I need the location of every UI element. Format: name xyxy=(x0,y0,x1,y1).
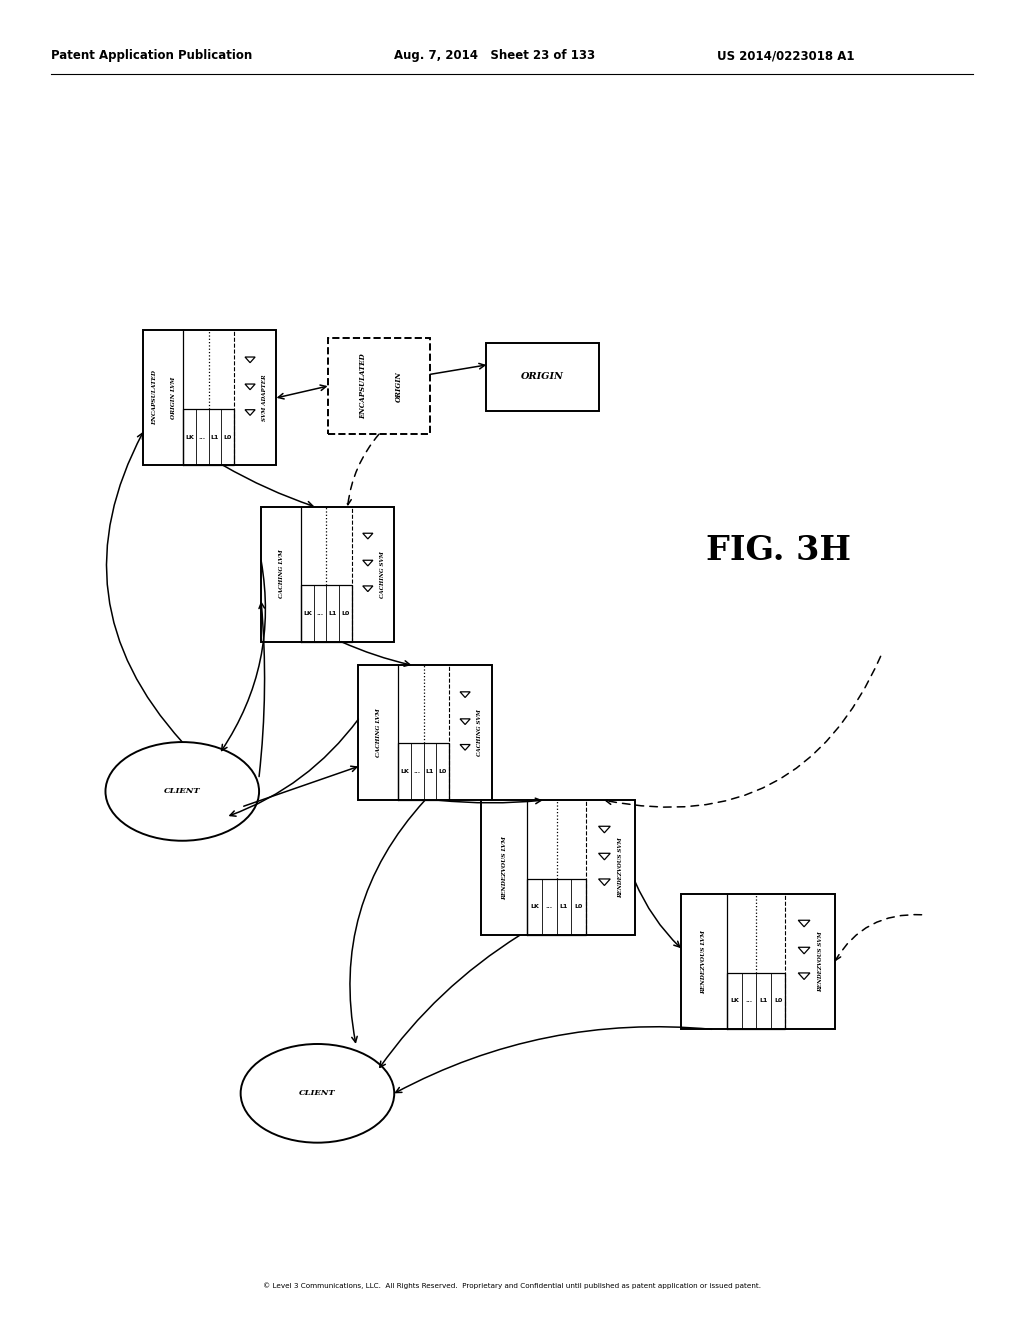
Text: RENDEZVOUS LVM: RENDEZVOUS LVM xyxy=(502,836,507,900)
Text: CACHING SVM: CACHING SVM xyxy=(380,550,385,598)
Text: ORIGIN: ORIGIN xyxy=(395,371,403,401)
Text: RENDEZVOUS SVM: RENDEZVOUS SVM xyxy=(618,837,624,898)
Bar xyxy=(358,665,492,800)
Text: LK: LK xyxy=(185,434,195,440)
Text: ...: ... xyxy=(199,434,206,440)
Text: ...: ... xyxy=(745,998,753,1003)
Text: LK: LK xyxy=(530,904,539,909)
Text: L1: L1 xyxy=(329,611,337,615)
Text: ENCAPSULATED: ENCAPSULATED xyxy=(152,371,157,425)
Text: L0: L0 xyxy=(574,904,583,909)
Text: US 2014/0223018 A1: US 2014/0223018 A1 xyxy=(717,49,854,62)
Text: L1: L1 xyxy=(760,998,768,1003)
Text: L0: L0 xyxy=(438,770,446,775)
Bar xyxy=(486,343,599,411)
Text: L0: L0 xyxy=(341,611,349,615)
Text: CLIENT: CLIENT xyxy=(299,1089,336,1097)
Bar xyxy=(328,338,430,434)
Text: RENDEZVOUS SVM: RENDEZVOUS SVM xyxy=(818,932,823,993)
Text: CACHING SVM: CACHING SVM xyxy=(477,709,482,756)
Text: CACHING LVM: CACHING LVM xyxy=(279,549,284,598)
Text: ENCAPSULATED: ENCAPSULATED xyxy=(359,354,368,418)
Bar xyxy=(183,409,233,466)
Text: RENDEZVOUS LVM: RENDEZVOUS LVM xyxy=(701,929,707,994)
Text: LK: LK xyxy=(730,998,738,1003)
Text: ORIGIN: ORIGIN xyxy=(521,372,564,381)
Bar xyxy=(143,330,276,466)
Text: L1: L1 xyxy=(211,434,219,440)
Text: L0: L0 xyxy=(774,998,782,1003)
Text: CACHING LVM: CACHING LVM xyxy=(376,709,381,758)
Text: ORIGIN LVM: ORIGIN LVM xyxy=(171,376,176,418)
Bar xyxy=(527,879,586,936)
Text: ...: ... xyxy=(414,770,421,775)
Text: LK: LK xyxy=(400,770,410,775)
Text: L1: L1 xyxy=(560,904,568,909)
Text: © Level 3 Communications, LLC.  All Rights Reserved.  Proprietary and Confidenti: © Level 3 Communications, LLC. All Right… xyxy=(263,1282,761,1290)
Text: ...: ... xyxy=(316,611,324,615)
Text: Aug. 7, 2014   Sheet 23 of 133: Aug. 7, 2014 Sheet 23 of 133 xyxy=(394,49,595,62)
Text: SVM ADAPTER: SVM ADAPTER xyxy=(262,375,267,421)
Text: CLIENT: CLIENT xyxy=(164,788,201,796)
Bar xyxy=(301,585,351,642)
Text: LK: LK xyxy=(303,611,312,615)
Bar xyxy=(727,973,785,1030)
Text: L0: L0 xyxy=(223,434,231,440)
Text: L1: L1 xyxy=(426,770,434,775)
Bar xyxy=(261,507,394,642)
Text: FIG. 3H: FIG. 3H xyxy=(706,535,851,568)
Bar xyxy=(681,894,835,1030)
Text: Patent Application Publication: Patent Application Publication xyxy=(51,49,253,62)
Text: ...: ... xyxy=(546,904,553,909)
Bar xyxy=(481,800,635,936)
Ellipse shape xyxy=(241,1044,394,1143)
Bar xyxy=(398,743,449,800)
Ellipse shape xyxy=(105,742,259,841)
